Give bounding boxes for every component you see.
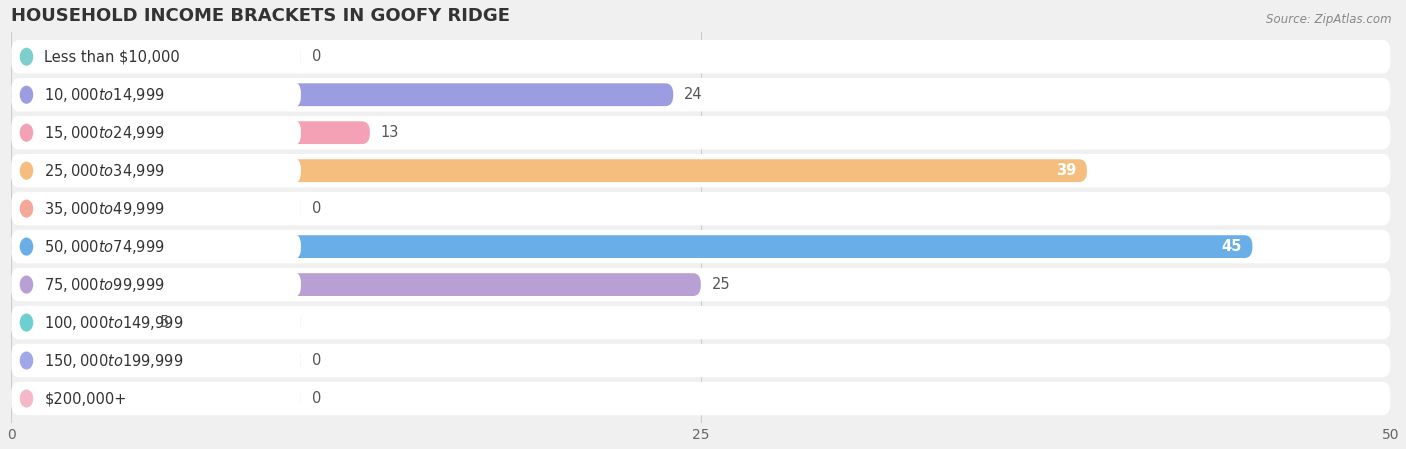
FancyBboxPatch shape [11, 348, 301, 373]
Text: 39: 39 [1056, 163, 1076, 178]
FancyBboxPatch shape [11, 306, 1391, 339]
FancyBboxPatch shape [11, 40, 1391, 74]
FancyBboxPatch shape [11, 197, 301, 220]
FancyBboxPatch shape [11, 44, 301, 69]
FancyBboxPatch shape [11, 268, 1391, 301]
Circle shape [21, 48, 32, 65]
FancyBboxPatch shape [11, 84, 673, 106]
Circle shape [21, 86, 32, 103]
FancyBboxPatch shape [11, 272, 301, 297]
Text: $10,000 to $14,999: $10,000 to $14,999 [45, 86, 166, 104]
Text: HOUSEHOLD INCOME BRACKETS IN GOOFY RIDGE: HOUSEHOLD INCOME BRACKETS IN GOOFY RIDGE [11, 7, 510, 25]
FancyBboxPatch shape [11, 82, 301, 107]
Text: $200,000+: $200,000+ [45, 391, 127, 406]
Text: $150,000 to $199,999: $150,000 to $199,999 [45, 352, 184, 370]
FancyBboxPatch shape [11, 234, 301, 259]
FancyBboxPatch shape [11, 78, 1391, 111]
FancyBboxPatch shape [11, 192, 1391, 225]
FancyBboxPatch shape [11, 387, 301, 410]
Text: 24: 24 [685, 87, 703, 102]
Text: $100,000 to $149,999: $100,000 to $149,999 [45, 313, 184, 331]
FancyBboxPatch shape [11, 311, 301, 334]
Text: $50,000 to $74,999: $50,000 to $74,999 [45, 238, 166, 255]
FancyBboxPatch shape [11, 116, 1391, 150]
FancyBboxPatch shape [11, 349, 301, 372]
Text: $35,000 to $49,999: $35,000 to $49,999 [45, 200, 166, 218]
Circle shape [21, 390, 32, 407]
Text: 5: 5 [160, 315, 170, 330]
Text: 25: 25 [711, 277, 731, 292]
Circle shape [21, 352, 32, 369]
Text: 0: 0 [312, 49, 322, 64]
Text: 0: 0 [312, 201, 322, 216]
FancyBboxPatch shape [11, 386, 301, 411]
FancyBboxPatch shape [11, 382, 1391, 415]
Circle shape [21, 162, 32, 179]
FancyBboxPatch shape [11, 196, 301, 221]
Text: $15,000 to $24,999: $15,000 to $24,999 [45, 123, 166, 142]
Circle shape [21, 276, 32, 293]
Text: 0: 0 [312, 391, 322, 406]
FancyBboxPatch shape [11, 121, 370, 144]
FancyBboxPatch shape [11, 154, 1391, 187]
FancyBboxPatch shape [11, 310, 301, 335]
FancyBboxPatch shape [11, 344, 1391, 377]
FancyBboxPatch shape [11, 235, 1253, 258]
Text: $75,000 to $99,999: $75,000 to $99,999 [45, 276, 166, 294]
Text: 13: 13 [381, 125, 399, 140]
Circle shape [21, 238, 32, 255]
FancyBboxPatch shape [11, 158, 301, 183]
Circle shape [21, 124, 32, 141]
Text: 0: 0 [312, 353, 322, 368]
Circle shape [21, 314, 32, 331]
Text: Less than $10,000: Less than $10,000 [45, 49, 180, 64]
FancyBboxPatch shape [11, 159, 1087, 182]
Circle shape [21, 200, 32, 217]
FancyBboxPatch shape [11, 45, 301, 68]
FancyBboxPatch shape [11, 273, 700, 296]
Text: $25,000 to $34,999: $25,000 to $34,999 [45, 162, 166, 180]
Text: 45: 45 [1220, 239, 1241, 254]
FancyBboxPatch shape [11, 120, 301, 145]
Text: Source: ZipAtlas.com: Source: ZipAtlas.com [1267, 13, 1392, 26]
FancyBboxPatch shape [11, 230, 1391, 263]
